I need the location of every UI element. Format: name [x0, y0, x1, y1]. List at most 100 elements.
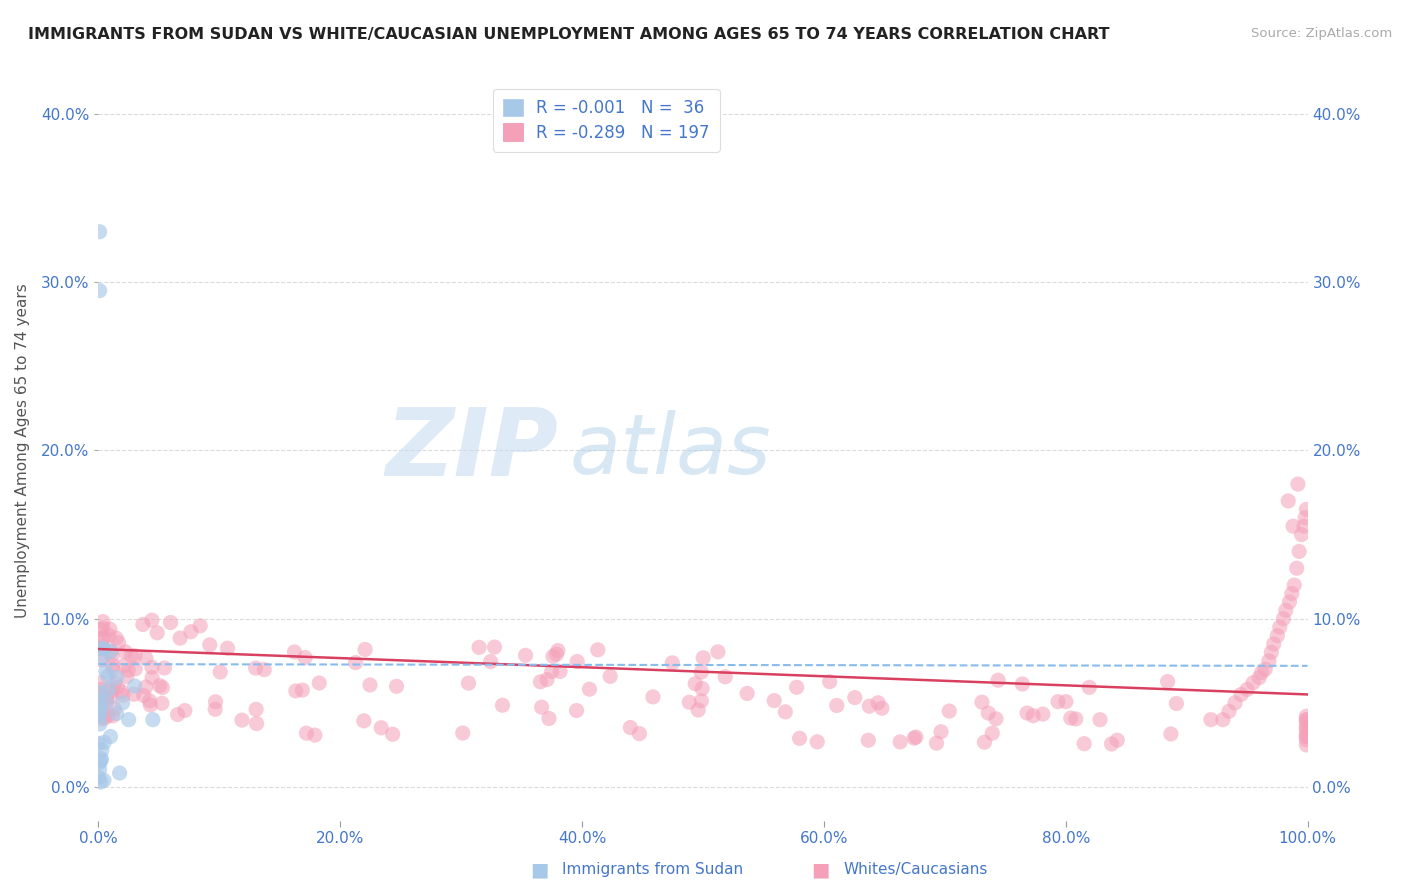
Point — [925, 736, 948, 750]
Point — [93, 735, 115, 749]
Point — [529, 674, 551, 689]
Point — [1046, 695, 1069, 709]
Point — [1249, 671, 1271, 685]
Point — [90, 743, 112, 757]
Point — [678, 695, 700, 709]
Point — [688, 703, 710, 717]
Point — [1064, 712, 1087, 726]
Point — [90, 754, 112, 768]
Point — [198, 638, 221, 652]
Point — [1250, 665, 1272, 680]
Point — [775, 705, 797, 719]
Point — [124, 679, 146, 693]
Point — [209, 665, 232, 679]
Point — [547, 643, 569, 657]
Point — [479, 655, 502, 669]
Point — [714, 670, 737, 684]
Point — [1285, 561, 1308, 575]
Text: Immigrants from Sudan: Immigrants from Sudan — [562, 863, 744, 877]
Point — [354, 642, 377, 657]
Point — [1295, 730, 1317, 744]
Point — [153, 661, 176, 675]
Point — [96, 694, 118, 708]
Point — [1295, 732, 1317, 747]
Point — [135, 680, 157, 694]
Point — [1078, 681, 1101, 695]
Point — [1295, 730, 1317, 744]
Point — [96, 690, 118, 705]
Point — [90, 712, 112, 726]
Point — [1295, 716, 1317, 731]
Point — [1295, 738, 1317, 752]
Point — [98, 622, 121, 636]
Point — [1241, 675, 1264, 690]
Point — [180, 624, 202, 639]
Point — [567, 655, 589, 669]
Point — [89, 685, 111, 699]
Point — [107, 681, 129, 695]
Point — [619, 721, 641, 735]
Point — [93, 641, 115, 656]
Point — [139, 698, 162, 712]
Y-axis label: Unemployment Among Ages 65 to 74 years: Unemployment Among Ages 65 to 74 years — [15, 283, 30, 618]
Point — [981, 726, 1004, 740]
Point — [825, 698, 848, 713]
Point — [132, 617, 155, 632]
Point — [1054, 695, 1077, 709]
Point — [100, 690, 122, 704]
Point — [541, 649, 564, 664]
Point — [90, 682, 112, 697]
Point — [536, 673, 558, 687]
Point — [385, 679, 408, 693]
Point — [141, 613, 163, 627]
Point — [1288, 544, 1310, 558]
Point — [117, 663, 139, 677]
Point — [540, 665, 562, 679]
Point — [100, 644, 122, 658]
Point — [97, 628, 120, 642]
Point — [1022, 708, 1045, 723]
Point — [166, 707, 188, 722]
Point — [1101, 737, 1123, 751]
Point — [94, 665, 117, 679]
Point — [586, 643, 609, 657]
Point — [124, 648, 146, 663]
Point — [89, 284, 111, 298]
Point — [690, 694, 713, 708]
Point — [90, 700, 112, 714]
Point — [1263, 637, 1285, 651]
Point — [484, 640, 506, 654]
Point — [938, 704, 960, 718]
Point — [515, 648, 537, 663]
Point — [114, 645, 136, 659]
Point — [818, 674, 841, 689]
Point — [173, 704, 195, 718]
Point — [101, 663, 124, 677]
Point — [628, 727, 651, 741]
Point — [1166, 697, 1188, 711]
Point — [295, 726, 318, 740]
Point — [90, 751, 112, 765]
Point — [530, 700, 553, 714]
Point — [889, 735, 911, 749]
Point — [984, 712, 1007, 726]
Point — [763, 693, 786, 707]
Point — [101, 648, 124, 663]
Point — [1156, 674, 1178, 689]
Point — [707, 645, 730, 659]
Point — [105, 671, 128, 685]
Point — [152, 681, 174, 695]
Point — [188, 619, 211, 633]
Point — [344, 656, 367, 670]
Legend: R = -0.001   N =  36, R = -0.289   N = 197: R = -0.001 N = 36, R = -0.289 N = 197 — [494, 88, 720, 152]
Text: ■: ■ — [530, 860, 548, 880]
Point — [578, 682, 600, 697]
Point — [1281, 586, 1303, 600]
Point — [89, 709, 111, 723]
Point — [546, 647, 568, 661]
Point — [661, 656, 683, 670]
Point — [284, 684, 307, 698]
Point — [89, 693, 111, 707]
Point — [1267, 628, 1289, 642]
Point — [973, 735, 995, 749]
